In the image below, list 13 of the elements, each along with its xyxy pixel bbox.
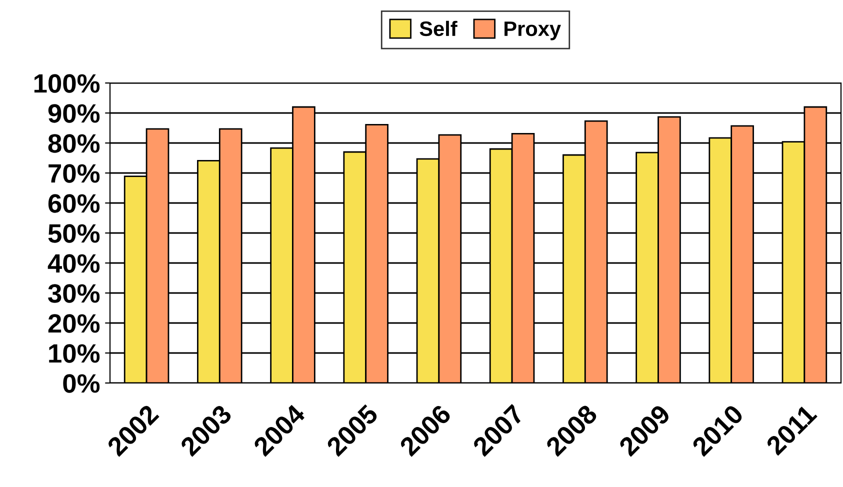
legend-label: Proxy — [504, 22, 561, 40]
legend-label: Self — [420, 20, 458, 36]
y-tick-label: 40% — [48, 254, 100, 273]
y-tick-label: 50% — [48, 224, 100, 243]
y-tick-label: 60% — [48, 194, 100, 213]
y-tick-label: 10% — [49, 344, 100, 363]
y-tick-label: 0% — [63, 374, 100, 393]
y-tick-label: 100% — [34, 74, 100, 93]
y-tick-label: 80% — [48, 134, 100, 153]
y-tick-label: 20% — [48, 314, 100, 333]
y-tick-label: 90% — [48, 104, 100, 123]
y-tick-label: 70% — [48, 164, 100, 183]
y-tick-label: 30% — [48, 284, 100, 303]
